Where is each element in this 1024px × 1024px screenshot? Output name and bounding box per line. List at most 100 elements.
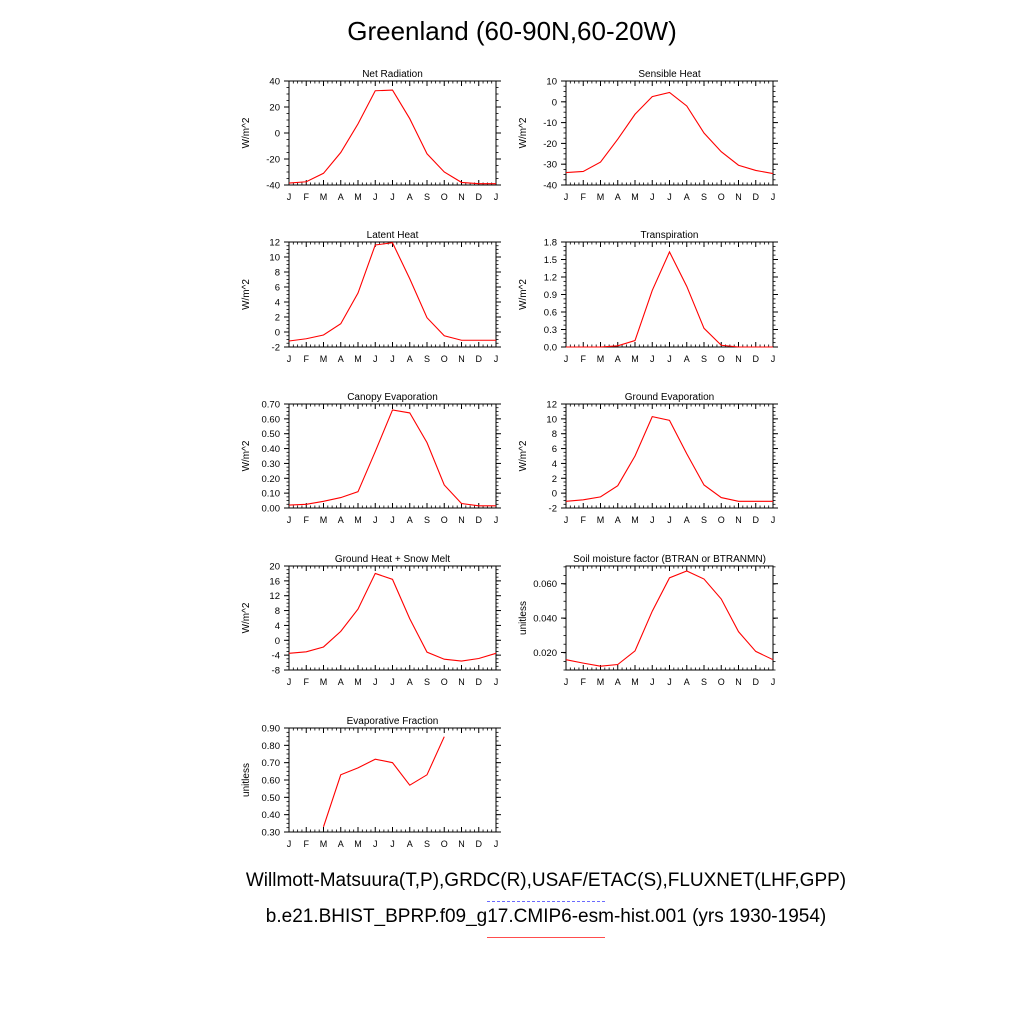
chart-transpiration-xtick-label: M: [631, 354, 639, 364]
chart-net-radiation-frame: [288, 80, 497, 186]
chart-latent-heat-ytick-label: 4: [275, 298, 280, 309]
chart-canopy-evaporation-xtick-label: A: [407, 515, 413, 525]
chart-ground-evaporation-xtick-label: J: [771, 515, 776, 525]
chart-sensible-heat-xtick-label: D: [753, 192, 760, 202]
chart-soil-moisture-factor-btran-or-btranmn-title: Soil moisture factor (BTRAN or BTRANMN): [573, 554, 766, 565]
chart-ground-heat-snow-melt-xtick-label: D: [476, 677, 483, 687]
chart-transpiration-ytick-label: 1.2: [544, 273, 557, 284]
chart-ground-heat-snow-melt-ytick-label: -4: [272, 651, 280, 662]
chart-transpiration-xtick-label: J: [564, 354, 569, 364]
chart-canopy-evaporation-xtick-label: S: [424, 515, 430, 525]
chart-net-radiation-xtick-label: O: [441, 192, 448, 202]
chart-transpiration-frame: [565, 241, 774, 348]
chart-ground-evaporation-ytick-label: 4: [552, 459, 557, 470]
chart-transpiration-xtick-label: A: [615, 354, 621, 364]
chart-sensible-heat-xtick-label: M: [597, 192, 605, 202]
chart-ground-heat-snow-melt-ytick-label: 20: [269, 562, 280, 573]
chart-ground-evaporation-xtick-label: J: [650, 515, 655, 525]
chart-sensible-heat-series-line: [565, 91, 774, 175]
chart-canopy-evaporation-xtick-label: D: [476, 515, 483, 525]
chart-net-radiation-xtick-label: S: [424, 192, 430, 202]
chart-ground-evaporation-ylabel: W/m^2: [518, 440, 529, 471]
chart-ground-heat-snow-melt-ytick-label: 0: [275, 636, 280, 647]
chart-evaporative-fraction-ytick-label: 0.80: [262, 741, 281, 752]
chart-latent-heat-ytick-label: 10: [269, 253, 280, 264]
chart-canopy-evaporation-xtick-label: A: [338, 515, 344, 525]
chart-net-radiation-xtick-label: A: [338, 192, 344, 202]
chart-ground-evaporation-frame: [565, 403, 774, 509]
chart-evaporative-fraction-ytick-label: 0.50: [262, 793, 281, 804]
chart-evaporative-fraction-ytick-label: 0.60: [262, 776, 281, 787]
chart-ground-evaporation-xtick-label: O: [718, 515, 725, 525]
chart-canopy-evaporation-ytick-label: 0.00: [262, 504, 281, 515]
chart-sensible-heat-xtick-label: J: [564, 192, 569, 202]
chart-latent-heat-ylabel: W/m^2: [241, 279, 252, 310]
chart-net-radiation-ytick-label: 40: [269, 77, 280, 88]
chart-ground-evaporation-ytick-label: 6: [552, 444, 557, 455]
chart-transpiration-title: Transpiration: [641, 230, 699, 241]
chart-ground-evaporation-xtick-label: J: [667, 515, 672, 525]
chart-soil-moisture-factor-btran-or-btranmn-xtick-label: A: [615, 677, 621, 687]
chart-ground-evaporation-title: Ground Evaporation: [625, 392, 715, 403]
chart-transpiration-ytick-label: 1.8: [544, 238, 557, 249]
chart-soil-moisture-factor-btran-or-btranmn-xtick-label: J: [650, 677, 655, 687]
chart-canopy-evaporation-xtick-label: J: [390, 515, 395, 525]
chart-ground-heat-snow-melt-xtick-label: A: [407, 677, 413, 687]
chart-ground-heat-snow-melt-xtick-label: F: [304, 677, 310, 687]
chart-net-radiation-xtick-label: J: [373, 192, 378, 202]
chart-transpiration-ytick-label: 0.6: [544, 308, 557, 319]
chart-canopy-evaporation-ylabel: W/m^2: [241, 440, 252, 471]
chart-evaporative-fraction-xtick-label: A: [407, 839, 413, 849]
chart-net-radiation-xtick-label: M: [354, 192, 362, 202]
chart-soil-moisture-factor-btran-or-btranmn-xtick-label: F: [581, 677, 587, 687]
chart-transpiration-ytick-label: 1.5: [544, 255, 557, 266]
chart-ground-heat-snow-melt-title: Ground Heat + Snow Melt: [335, 554, 451, 565]
chart-ground-heat-snow-melt-xtick-label: M: [354, 677, 362, 687]
chart-sensible-heat-xtick-label: F: [581, 192, 587, 202]
chart-ground-heat-snow-melt-xtick-label: A: [338, 677, 344, 687]
chart-latent-heat-xtick-label: O: [441, 354, 448, 364]
chart-ground-heat-snow-melt-ylabel: W/m^2: [241, 602, 252, 633]
chart-latent-heat-xtick-label: D: [476, 354, 483, 364]
chart-ground-evaporation-xtick-label: A: [615, 515, 621, 525]
chart-transpiration-xtick-label: D: [753, 354, 760, 364]
chart-net-radiation-xtick-label: F: [304, 192, 310, 202]
chart-net-radiation-ytick-label: 20: [269, 103, 280, 114]
chart-transpiration-xtick-label: A: [684, 354, 690, 364]
chart-evaporative-fraction-xtick-label: J: [373, 839, 378, 849]
chart-canopy-evaporation-ytick-label: 0.70: [262, 400, 281, 411]
chart-evaporative-fraction-title: Evaporative Fraction: [347, 716, 439, 727]
chart-canopy-evaporation-xtick-label: M: [354, 515, 362, 525]
chart-canopy-evaporation-ytick-label: 0.40: [262, 444, 281, 455]
chart-ground-evaporation-xtick-label: D: [753, 515, 760, 525]
chart-evaporative-fraction-ytick-label: 0.90: [262, 724, 281, 735]
chart-soil-moisture-factor-btran-or-btranmn-xtick-label: A: [684, 677, 690, 687]
chart-soil-moisture-factor-btran-or-btranmn: Soil moisture factor (BTRAN or BTRANMN) u…: [518, 554, 778, 687]
chart-net-radiation-series-line: [288, 89, 496, 185]
chart-latent-heat-xtick-label: A: [407, 354, 413, 364]
chart-sensible-heat-ytick-label: -40: [543, 181, 557, 192]
chart-sensible-heat-xtick-label: M: [631, 192, 639, 202]
chart-net-radiation-xtick-label: D: [476, 192, 483, 202]
chart-evaporative-fraction-xtick-label: N: [458, 839, 465, 849]
chart-evaporative-fraction-series-line: [322, 736, 445, 827]
chart-ground-heat-snow-melt-xtick-label: O: [441, 677, 448, 687]
chart-ground-heat-snow-melt-ytick-label: 16: [269, 576, 280, 587]
chart-net-radiation-ytick-label: -40: [266, 181, 280, 192]
chart-canopy-evaporation-xtick-label: M: [320, 515, 328, 525]
chart-ground-heat-snow-melt-xtick-label: J: [494, 677, 499, 687]
chart-evaporative-fraction-frame: [288, 727, 497, 833]
chart-transpiration-ytick-label: 0.0: [544, 343, 557, 354]
chart-latent-heat-xtick-label: M: [354, 354, 362, 364]
chart-ground-evaporation-ytick-label: 0: [552, 489, 557, 500]
chart-soil-moisture-factor-btran-or-btranmn-xtick-label: M: [631, 677, 639, 687]
chart-soil-moisture-factor-btran-or-btranmn-xtick-label: J: [771, 677, 776, 687]
chart-net-radiation-xtick-label: J: [287, 192, 292, 202]
legend-model-label: b.e21.BHIST_BPRP.f09_g17.CMIP6-esm-hist.…: [265, 906, 827, 927]
